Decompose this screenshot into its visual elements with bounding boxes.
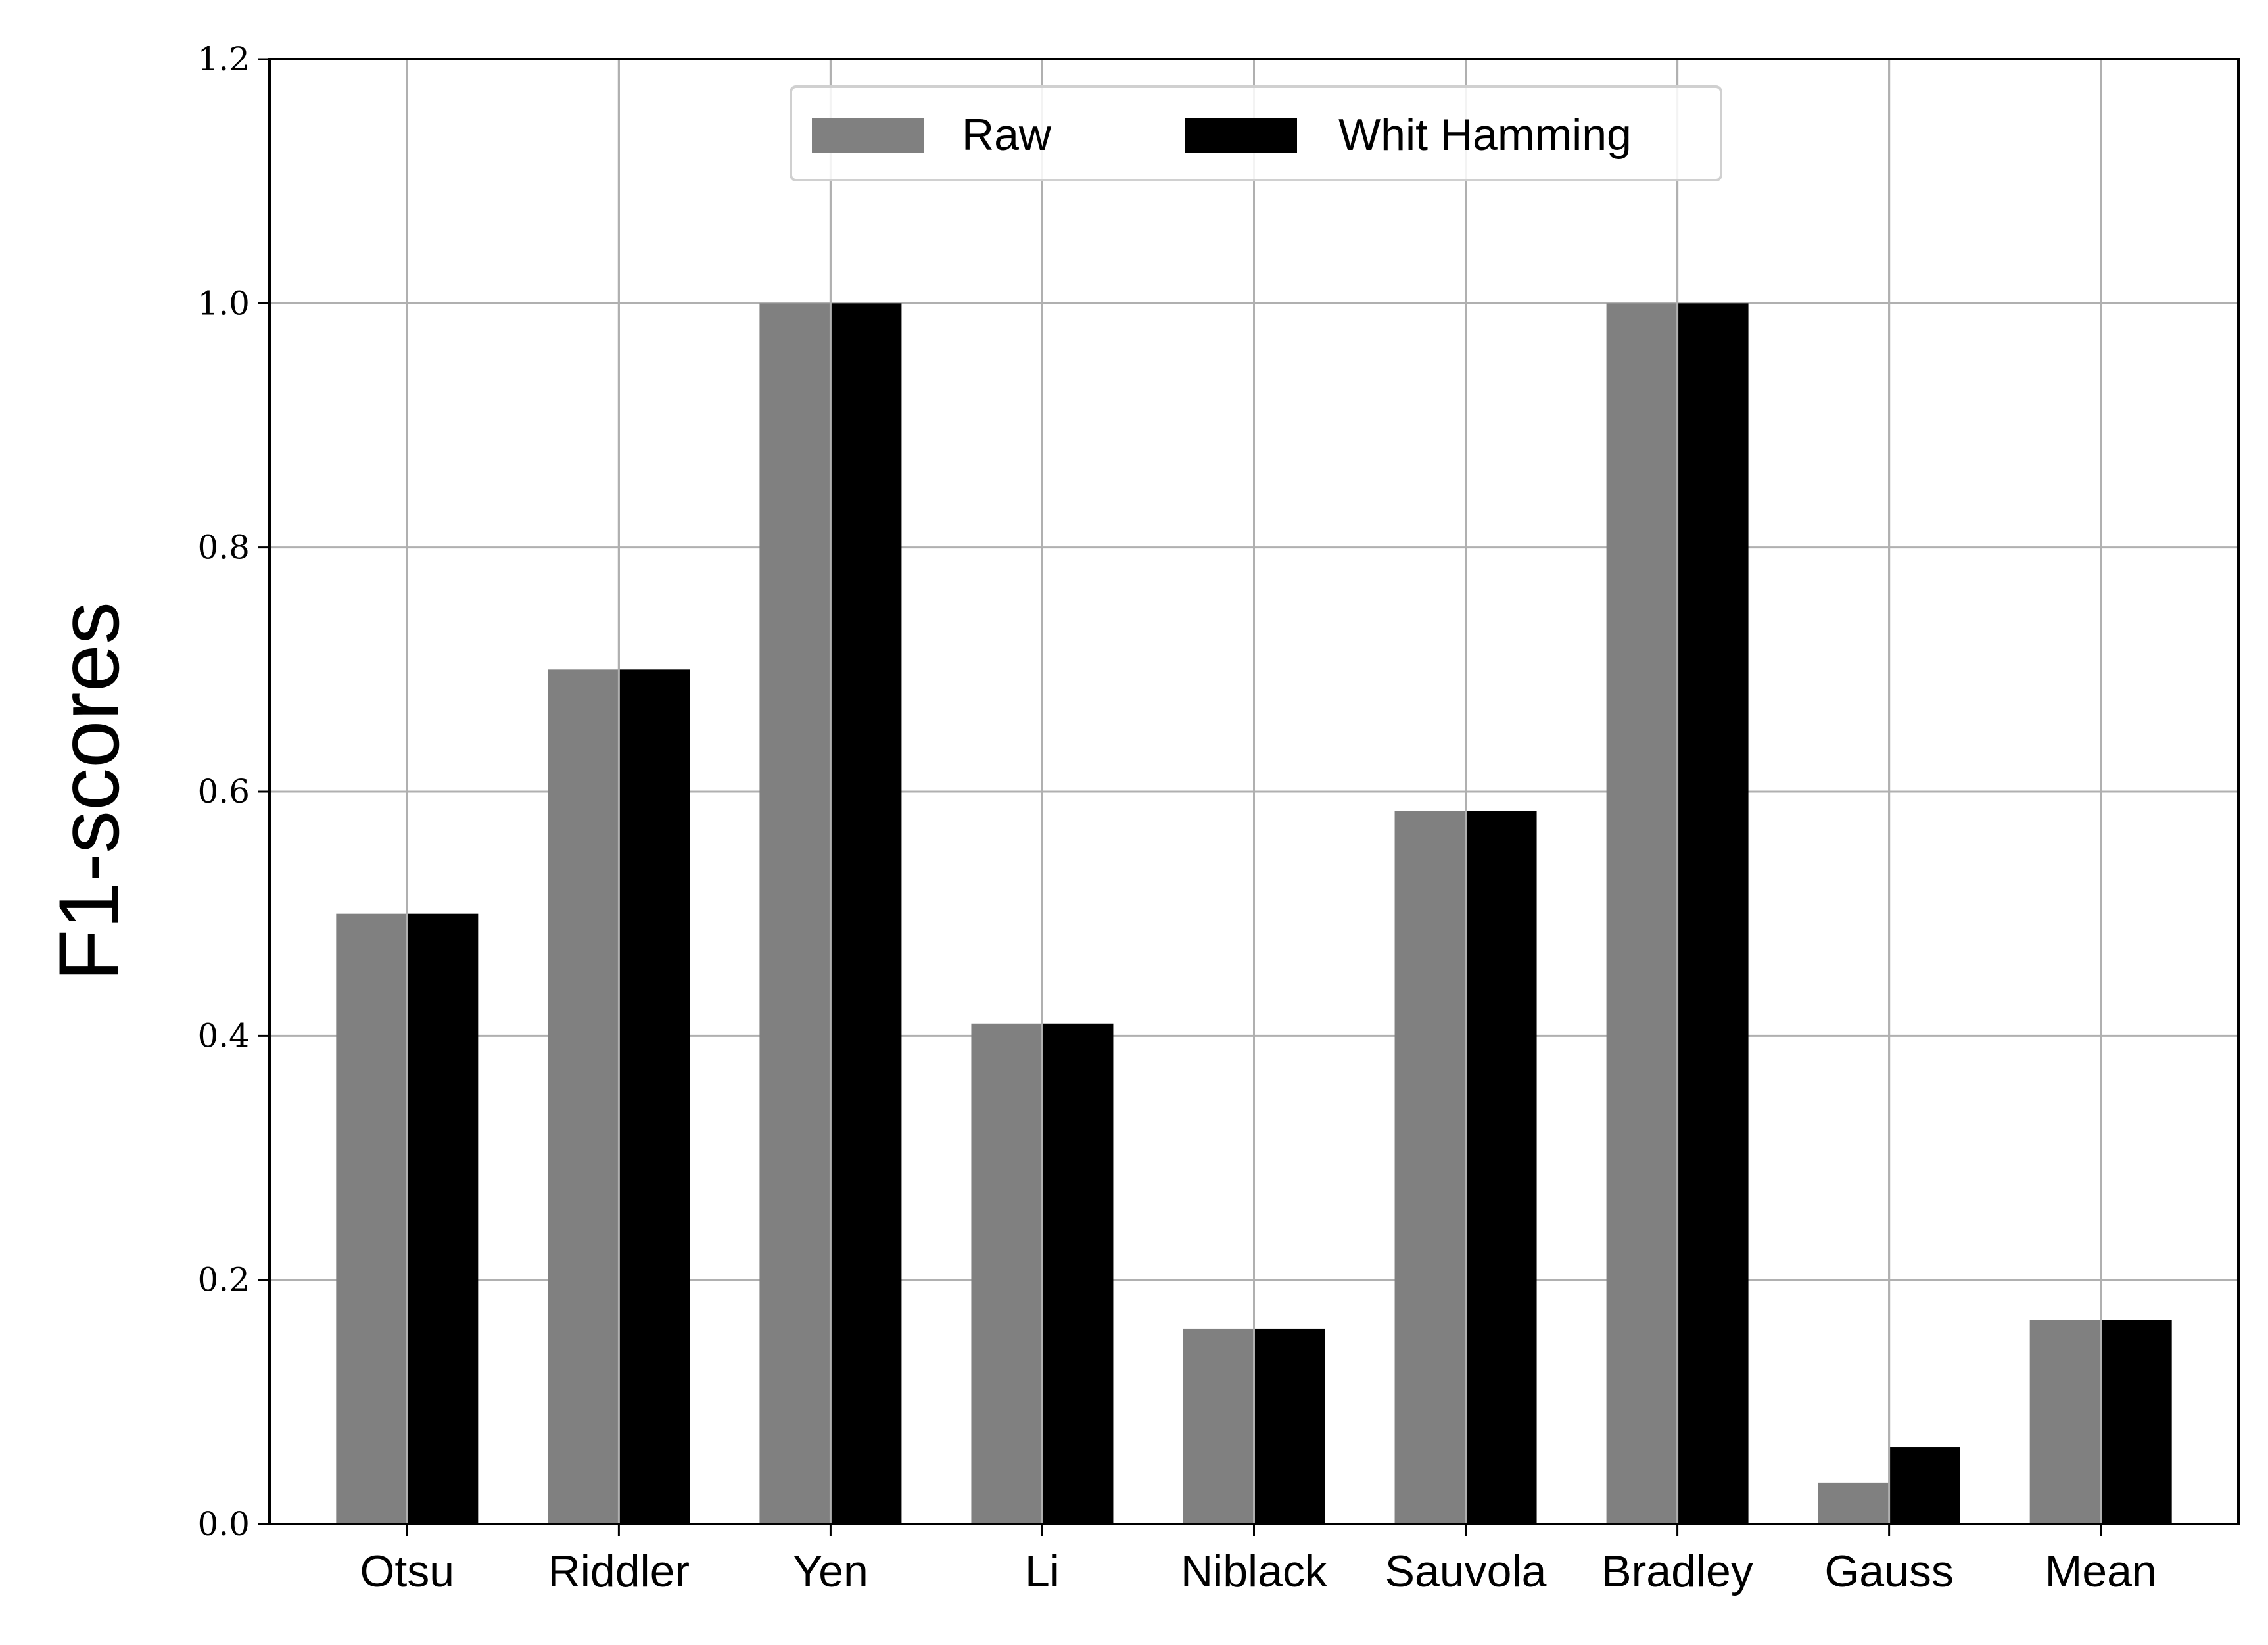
legend-label: Whit Hamming <box>1338 110 1632 160</box>
bar-raw <box>971 1023 1043 1524</box>
legend: Raw Whit Hamming <box>790 85 1722 181</box>
y-tick-label: 0.6 <box>197 773 250 811</box>
bar-whit-hamming <box>619 669 690 1525</box>
y-axis-label: F1-scores <box>41 602 137 982</box>
y-tick-label: 1.0 <box>197 284 250 322</box>
bar-whit-hamming <box>1254 1328 1325 1524</box>
y-tick-label: 0.8 <box>197 529 250 567</box>
bar-whit-hamming <box>407 913 479 1524</box>
y-axis-ticks: 0.0 0.2 0.4 0.6 0.8 1.0 1.2 <box>197 40 270 1543</box>
legend-label: Raw <box>962 110 1052 160</box>
bar-raw <box>1818 1482 1889 1524</box>
bar-whit-hamming <box>830 303 902 1524</box>
bar-raw <box>336 913 408 1524</box>
bar-raw <box>1606 303 1678 1524</box>
legend-swatch-whit-hamming <box>1185 118 1297 153</box>
bar-raw <box>759 303 831 1524</box>
bars <box>336 59 2172 1525</box>
x-tick-label: Mean <box>2045 1546 2157 1596</box>
x-tick-label: Yen <box>793 1546 868 1596</box>
bar-whit-hamming <box>1465 811 1537 1524</box>
legend-swatch-raw <box>812 118 924 153</box>
x-tick-label: Bradley <box>1601 1546 1753 1596</box>
x-axis-ticks: Otsu Riddler Yen Li Niblack Sauvola Bradley Gau… <box>360 1524 2157 1596</box>
bar-whit-hamming <box>2100 1320 2172 1524</box>
x-tick-label: Sauvola <box>1385 1546 1547 1596</box>
bar-raw <box>1183 1328 1254 1524</box>
x-tick-label: Li <box>1025 1546 1060 1596</box>
bar-whit-hamming <box>1042 1023 1114 1524</box>
y-tick-label: 1.2 <box>197 40 250 78</box>
y-tick-label: 0.0 <box>197 1505 250 1543</box>
bar-whit-hamming <box>1677 303 1749 1524</box>
x-tick-label: Niblack <box>1181 1546 1328 1596</box>
x-tick-label: Otsu <box>360 1546 455 1596</box>
bar-raw <box>548 669 619 1525</box>
y-tick-label: 0.4 <box>197 1016 250 1055</box>
bar-raw <box>1394 811 1466 1524</box>
y-tick-label: 0.2 <box>197 1261 250 1299</box>
bar-raw <box>2029 1320 2101 1524</box>
x-tick-label: Gauss <box>1824 1546 1954 1596</box>
bar-whit-hamming <box>1889 1447 1960 1524</box>
x-tick-label: Riddler <box>548 1546 690 1596</box>
